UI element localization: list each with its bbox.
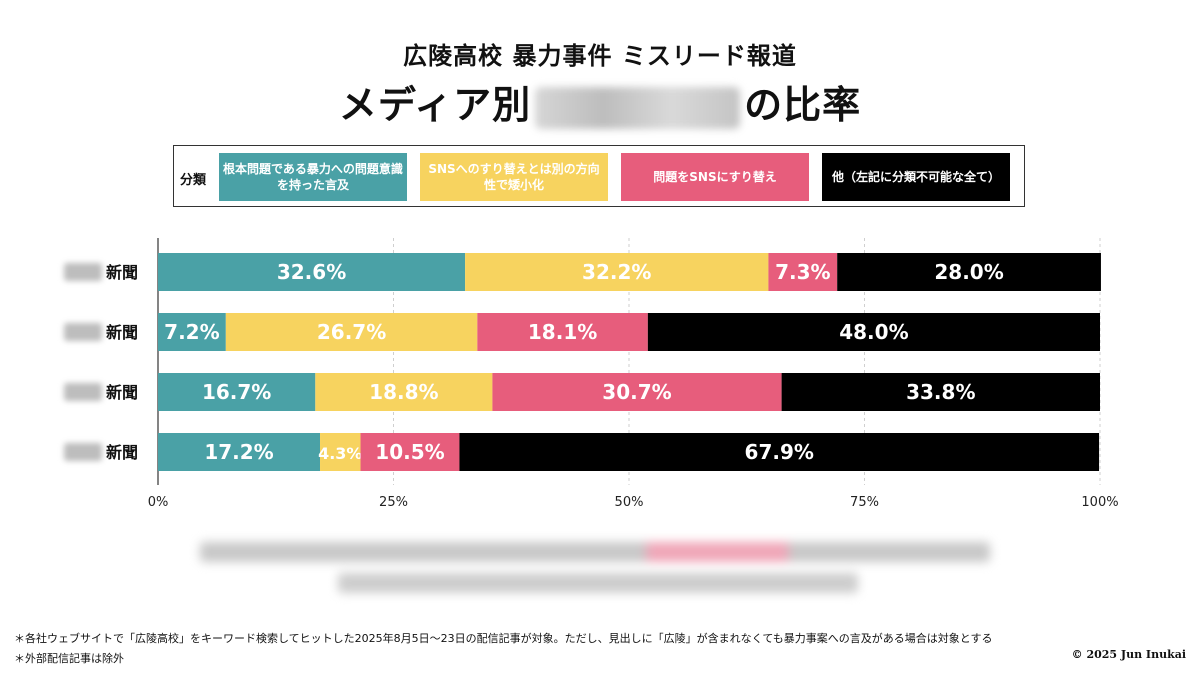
copyright: © 2025 Jun Inukai xyxy=(1071,648,1186,661)
bar-segment xyxy=(647,313,1100,351)
footnote-2: ＊外部配信記事は除外 xyxy=(14,652,124,665)
data-label: 30.7% xyxy=(602,380,671,404)
blurred-outlet-name xyxy=(64,443,102,461)
blurred-title-word xyxy=(535,86,741,129)
bar-segment xyxy=(459,433,1100,471)
data-label: 17.2% xyxy=(204,440,273,464)
blurred-outlet-name xyxy=(64,383,102,401)
bar-segment xyxy=(465,253,769,291)
x-tick-label: 75% xyxy=(850,495,879,510)
category-label: 新聞 xyxy=(106,383,138,402)
blurred-caption-line2 xyxy=(338,573,858,593)
x-tick-label: 25% xyxy=(379,495,408,510)
chart-title-line1: 広陵高校 暴力事件 ミスリード報道 xyxy=(403,42,797,70)
bar-segment xyxy=(158,433,321,471)
bar-segment xyxy=(315,373,493,411)
data-label: 18.1% xyxy=(528,320,597,344)
chart-title-line2: メディア別 の比率 xyxy=(0,74,1200,129)
x-tick-label: 50% xyxy=(615,495,644,510)
data-label: 16.7% xyxy=(202,380,271,404)
blurred-outlet-name xyxy=(64,263,102,281)
x-tick-label: 100% xyxy=(1081,495,1118,510)
bar-segment xyxy=(781,373,1100,411)
data-label: 26.7% xyxy=(317,320,386,344)
data-label: 18.8% xyxy=(369,380,438,404)
data-label: 33.8% xyxy=(906,380,975,404)
title-suffix: の比率 xyxy=(744,83,862,127)
data-label: 32.2% xyxy=(582,260,651,284)
x-tick-label: 0% xyxy=(148,495,169,510)
data-label: 7.2% xyxy=(164,320,219,344)
data-label: 28.0% xyxy=(934,260,1003,284)
bar-segment xyxy=(225,313,478,351)
title-prefix: メディア別 xyxy=(338,83,532,127)
data-label: 4.3% xyxy=(318,444,362,463)
category-label: 新聞 xyxy=(106,263,138,282)
footnote-1: ＊各社ウェブサイトで「広陵高校」をキーワード検索してヒットした2025年8月5日… xyxy=(14,632,993,645)
category-label: 新聞 xyxy=(106,323,138,342)
legend-item-other: 他（左記に分類不可能な全て） xyxy=(822,153,1010,201)
bar-segment xyxy=(158,253,466,291)
legend: 分類 根本問題である暴力への問題意識を持った言及 SNSへのすり替えとは別の方向… xyxy=(173,145,1025,207)
legend-item-violence-problem: 根本問題である暴力への問題意識を持った言及 xyxy=(219,153,407,201)
data-label: 7.3% xyxy=(775,260,830,284)
blurred-outlet-name xyxy=(64,323,102,341)
bar-segment xyxy=(492,373,782,411)
bar-segment xyxy=(837,253,1101,291)
category-label: 新聞 xyxy=(106,443,138,462)
bar-segment xyxy=(477,313,648,351)
bar-segment xyxy=(320,433,361,471)
bar-segment xyxy=(768,253,838,291)
legend-item-other-minimization: SNSへのすり替えとは別の方向性で矮小化 xyxy=(420,153,608,201)
data-label: 67.9% xyxy=(745,440,814,464)
bar-segment xyxy=(360,433,460,471)
data-label: 32.6% xyxy=(277,260,346,284)
legend-title: 分類 xyxy=(180,173,207,188)
data-label: 10.5% xyxy=(375,440,444,464)
legend-item-sns-substitution: 問題をSNSにすり替え xyxy=(621,153,809,201)
bar-segment xyxy=(158,373,316,411)
bar-segment xyxy=(158,313,226,351)
blurred-caption-line1 xyxy=(200,542,990,562)
data-label: 48.0% xyxy=(839,320,908,344)
